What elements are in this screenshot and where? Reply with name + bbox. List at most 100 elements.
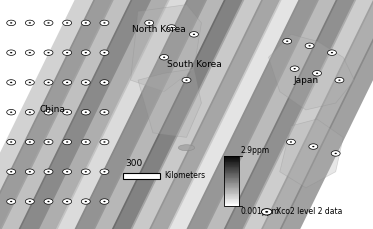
Circle shape	[103, 171, 106, 172]
Polygon shape	[261, 0, 373, 229]
Circle shape	[103, 141, 106, 143]
Bar	[224, 169, 239, 170]
Text: Japan: Japan	[293, 76, 319, 85]
Bar	[224, 164, 239, 165]
Circle shape	[29, 112, 31, 113]
Circle shape	[85, 22, 87, 24]
Bar	[224, 178, 239, 179]
Circle shape	[331, 151, 340, 156]
Circle shape	[7, 20, 16, 26]
Bar	[224, 157, 239, 158]
Circle shape	[63, 20, 72, 26]
Circle shape	[44, 139, 53, 145]
Bar	[224, 191, 239, 192]
Bar	[224, 189, 239, 190]
Circle shape	[10, 52, 12, 53]
Bar	[224, 177, 239, 178]
Circle shape	[66, 141, 68, 143]
Circle shape	[66, 22, 68, 24]
Circle shape	[103, 201, 106, 202]
Text: Kilometers: Kilometers	[164, 171, 205, 180]
Circle shape	[25, 199, 34, 204]
Bar	[224, 175, 239, 176]
Circle shape	[29, 141, 31, 143]
Bar	[224, 156, 239, 206]
Circle shape	[185, 79, 188, 81]
Circle shape	[29, 52, 31, 53]
Circle shape	[7, 199, 16, 204]
Circle shape	[66, 201, 68, 202]
Circle shape	[25, 80, 34, 85]
Circle shape	[10, 112, 12, 113]
Circle shape	[47, 201, 50, 202]
Circle shape	[10, 141, 12, 143]
Circle shape	[283, 38, 292, 44]
Circle shape	[312, 146, 314, 147]
Circle shape	[44, 50, 53, 55]
Circle shape	[81, 139, 90, 145]
Circle shape	[331, 52, 333, 53]
Circle shape	[10, 22, 12, 24]
Circle shape	[305, 43, 314, 49]
Polygon shape	[0, 0, 132, 229]
Circle shape	[44, 80, 53, 85]
Circle shape	[29, 201, 31, 202]
Bar	[224, 156, 239, 157]
Bar	[224, 159, 239, 160]
Circle shape	[10, 82, 12, 83]
Polygon shape	[205, 0, 338, 229]
Bar	[224, 161, 239, 162]
Polygon shape	[280, 119, 343, 188]
Circle shape	[103, 22, 106, 24]
Circle shape	[290, 141, 292, 143]
Polygon shape	[138, 69, 201, 137]
Circle shape	[25, 20, 34, 26]
Bar	[224, 187, 239, 188]
Polygon shape	[131, 0, 263, 229]
Circle shape	[100, 199, 109, 204]
Bar	[123, 173, 160, 179]
Bar	[224, 201, 239, 202]
Bar	[224, 200, 239, 201]
Text: South Korea: South Korea	[167, 60, 221, 69]
Circle shape	[316, 73, 318, 74]
Polygon shape	[0, 0, 95, 229]
Bar	[224, 180, 239, 181]
Bar	[224, 203, 239, 204]
Circle shape	[170, 27, 173, 28]
Bar	[224, 174, 239, 175]
Circle shape	[85, 112, 87, 113]
Bar	[224, 194, 239, 195]
Bar	[224, 168, 239, 169]
Bar	[224, 165, 239, 166]
Bar	[224, 204, 239, 205]
Text: 2.9ppm: 2.9ppm	[241, 146, 270, 155]
Bar	[224, 158, 239, 159]
Bar	[224, 195, 239, 196]
Circle shape	[85, 52, 87, 53]
Bar	[224, 196, 239, 197]
Bar	[224, 190, 239, 191]
Bar	[224, 197, 239, 198]
Circle shape	[313, 71, 322, 76]
Circle shape	[66, 52, 68, 53]
Polygon shape	[19, 0, 151, 229]
Polygon shape	[93, 0, 226, 229]
Circle shape	[290, 66, 299, 71]
Circle shape	[47, 22, 50, 24]
Circle shape	[193, 34, 195, 35]
Circle shape	[163, 57, 165, 58]
Polygon shape	[186, 0, 319, 229]
Circle shape	[47, 141, 50, 143]
Text: 300: 300	[126, 159, 143, 168]
Circle shape	[103, 82, 106, 83]
Polygon shape	[168, 0, 300, 229]
Circle shape	[148, 22, 150, 24]
Bar	[224, 198, 239, 199]
Bar	[224, 181, 239, 182]
Circle shape	[145, 20, 154, 26]
Ellipse shape	[178, 145, 195, 151]
Circle shape	[10, 201, 12, 202]
Circle shape	[66, 112, 68, 113]
Circle shape	[47, 112, 50, 113]
